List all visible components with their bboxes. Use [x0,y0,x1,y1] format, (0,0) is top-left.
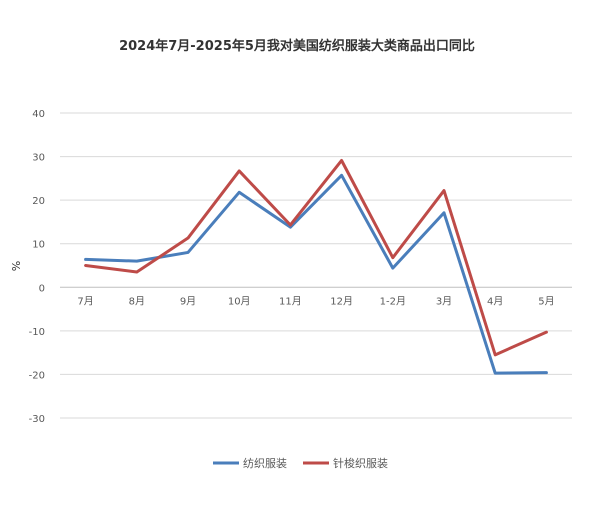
x-tick-label: 4月 [487,295,503,307]
y-tick-label: -20 [29,370,45,381]
data-point [391,256,394,259]
data-point [186,236,190,240]
series-line-1 [84,173,548,375]
series-lines [84,158,548,375]
x-tick-label: 12月 [330,295,353,307]
legend-label: 纺织服装 [243,456,287,470]
data-point [545,330,548,334]
y-tick-label: 0 [39,283,45,294]
chart-title: 2024年7月-2025年5月我对美国纺织服装大类商品出口同比 [119,38,475,54]
series-line-2 [84,158,548,357]
data-point [84,264,87,267]
data-point [340,174,343,177]
data-point [135,259,138,263]
x-tick-label: 5月 [538,295,554,307]
y-tick-label: 20 [32,196,45,207]
y-axis-ticks: 40 30 20 10 0 -10 -20 -30 [29,109,45,425]
data-point [494,353,497,357]
legend: 纺织服装 针梭织服装 [213,456,388,470]
data-point [442,189,446,192]
data-point [391,266,394,270]
data-point [186,251,190,254]
x-tick-label: 9月 [180,295,196,307]
x-tick-label: 1-2月 [380,295,406,307]
y-tick-label: 40 [32,109,45,120]
data-point [84,258,87,261]
data-point [238,169,241,173]
y-tick-label: 10 [32,240,45,251]
y-tick-label: -10 [29,327,45,338]
data-point [289,225,292,229]
y-tick-label: -30 [29,414,45,425]
y-tick-label: 30 [32,153,45,164]
x-tick-label: 7月 [77,295,93,307]
data-point [494,371,497,375]
x-tick-label: 8月 [129,295,145,307]
legend-label: 针梭织服装 [333,456,388,470]
data-point [340,159,343,162]
data-point [135,270,138,274]
x-axis-ticks: 7月 8月 9月 10月 11月 12月 1-2月 3月 4月 5月 [77,295,554,307]
data-point [289,223,292,227]
y-axis-label: % [10,261,23,271]
data-point [442,211,446,214]
x-tick-label: 11月 [279,295,302,307]
x-tick-label: 10月 [228,295,251,307]
x-tick-label: 3月 [436,295,452,307]
data-point [238,191,241,194]
data-point [545,371,548,374]
